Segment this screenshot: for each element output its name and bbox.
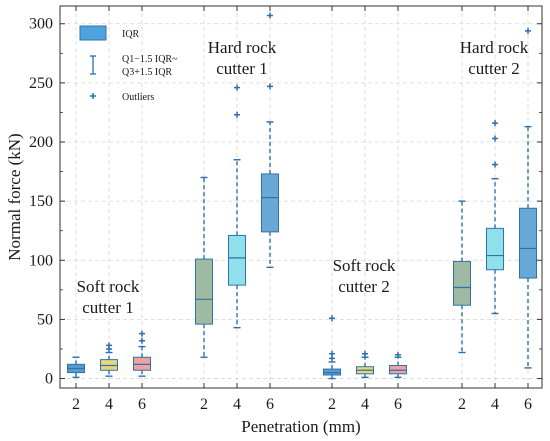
iqr-box [195, 258, 213, 325]
group-label: Soft rock [77, 277, 140, 296]
x-tick-label: 6 [266, 396, 274, 413]
x-tick-label: 6 [138, 396, 146, 413]
group-labels: Soft rock cutter 1 Hard rock cutter 1 Soft r… [77, 38, 529, 317]
y-tick-label: 200 [29, 134, 53, 151]
legend-whisker-label-line2: Q3+1.5 IQR [122, 67, 172, 78]
group-label: cutter 1 [82, 298, 133, 317]
outlier-marker [139, 337, 145, 344]
x-axis: 2 4 6 2 4 6 2 4 6 2 4 6 [72, 6, 532, 413]
x-tick-label: 4 [491, 396, 499, 413]
box-2-2mm [195, 176, 213, 358]
outlier-marker [234, 111, 240, 118]
x-tick-label: 2 [328, 396, 336, 413]
x-tick-label: 4 [233, 396, 241, 413]
x-tick-label: 6 [394, 396, 402, 413]
group-label: cutter 2 [468, 59, 519, 78]
iqr-box [519, 207, 537, 279]
iqr-box [261, 173, 279, 233]
y-tick-label: 50 [37, 311, 53, 328]
outlier-marker [492, 135, 498, 142]
outlier-marker [492, 161, 498, 168]
legend: IQR Q1−1.5 IQR~ Q3+1.5 IQR Outliers [79, 25, 178, 103]
box-1-6mm [133, 330, 151, 377]
group-label: Soft rock [333, 256, 396, 275]
legend-iqr-swatch [79, 25, 107, 41]
group-label: Hard rock [460, 38, 529, 57]
box-4-2mm [453, 200, 471, 354]
outlier-marker [362, 350, 368, 357]
outlier-marker [139, 330, 145, 337]
y-axis-label: Normal force (kN) [5, 133, 24, 260]
x-tick-label: 6 [524, 396, 532, 413]
outlier-marker [329, 315, 335, 322]
plot-area [67, 12, 537, 380]
outlier-marker [267, 12, 273, 19]
x-tick-label: 2 [458, 396, 466, 413]
y-axis: 0 50 100 150 200 250 300 [29, 16, 542, 388]
legend-outlier-label: Outliers [122, 92, 154, 103]
y-tick-label: 100 [29, 252, 53, 269]
outlier-marker [395, 351, 401, 358]
legend-outlier-symbol [90, 93, 96, 99]
group-label: Hard rock [208, 38, 277, 57]
outlier-marker [492, 120, 498, 127]
group-label: cutter 1 [216, 59, 267, 78]
iqr-box [228, 234, 246, 286]
outlier-marker [267, 83, 273, 90]
outlier-marker [525, 27, 531, 34]
box-1-2mm [67, 356, 85, 379]
y-tick-label: 0 [45, 371, 53, 388]
iqr-box [486, 227, 504, 271]
legend-whisker-label: Q1−1.5 IQR~ [122, 54, 178, 65]
y-tick-label: 150 [29, 193, 53, 210]
y-tick-label: 300 [29, 16, 53, 33]
box-3-6mm [389, 351, 407, 379]
outlier-marker [234, 84, 240, 91]
y-tick-label: 250 [29, 75, 53, 92]
box-3-2mm [323, 315, 341, 380]
x-tick-label: 2 [200, 396, 208, 413]
box-2-6mm [261, 12, 279, 269]
plot-frame [59, 5, 543, 389]
box-4-6mm [519, 27, 537, 369]
outlier-marker [329, 350, 335, 357]
x-tick-label: 4 [105, 396, 113, 413]
x-tick-label: 2 [72, 396, 80, 413]
iqr-box [453, 260, 471, 306]
box-4-4mm [486, 120, 504, 315]
box-1-4mm [100, 342, 118, 377]
box-3-4mm [356, 350, 374, 379]
legend-iqr-label: IQR [122, 29, 140, 40]
x-tick-label: 4 [361, 396, 369, 413]
group-label: cutter 2 [338, 277, 389, 296]
outlier-marker [106, 342, 112, 349]
x-axis-label: Penetration (mm) [241, 417, 360, 436]
box-2-4mm [228, 84, 246, 329]
